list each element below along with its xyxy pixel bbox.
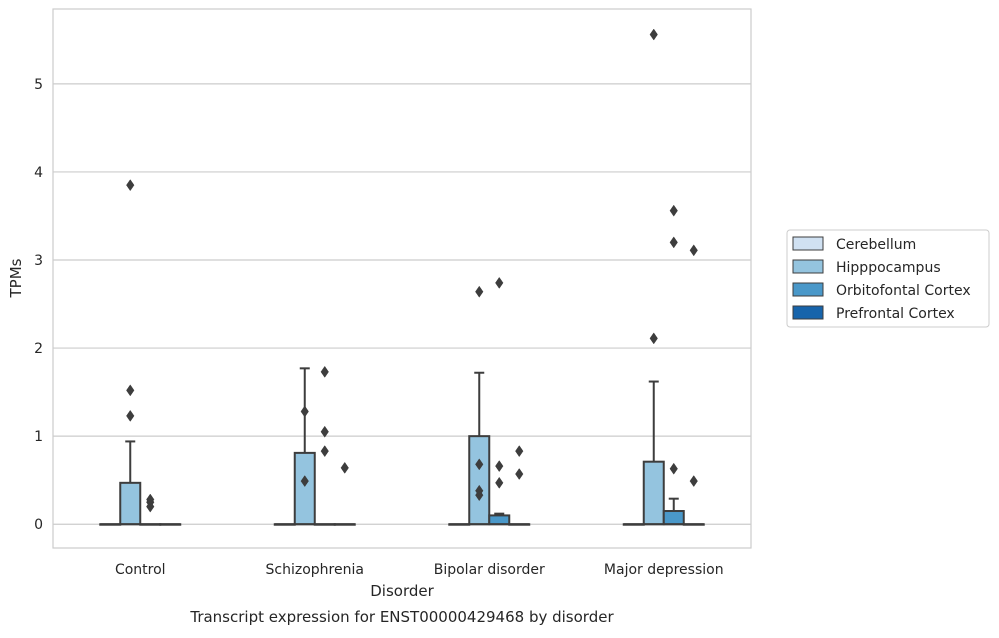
plot-frame: [52, 8, 752, 549]
outlier-point: [649, 332, 658, 345]
outlier-point: [515, 445, 524, 458]
outlier-point: [649, 28, 658, 41]
legend: Cerebellum Hipppocampus Orbitofontal Corte…: [786, 229, 990, 328]
box: [468, 435, 491, 526]
outlier-point: [320, 425, 329, 438]
legend-label: Orbitofontal Cortex: [836, 283, 971, 299]
y-tick-label: 3: [34, 253, 43, 269]
box-group: [488, 276, 511, 526]
outlier-point: [689, 475, 698, 488]
box-group: [333, 461, 356, 526]
box-group: [159, 523, 182, 526]
y-tick-label: 2: [34, 341, 43, 357]
legend-frame: [786, 229, 990, 328]
box-group: [273, 523, 296, 526]
box: [642, 460, 665, 526]
box: [119, 481, 142, 526]
outlier-point: [689, 244, 698, 257]
box-group: [642, 28, 665, 526]
outlier-point: [126, 179, 135, 192]
legend-swatch: [792, 282, 824, 297]
grid-layer: [53, 83, 751, 525]
outlier-point: [495, 460, 504, 473]
box-group: [508, 445, 531, 526]
box-group: [139, 493, 162, 526]
x-axis-label: Disorder: [370, 582, 434, 600]
legend-items: Cerebellum Hipppocampus Orbitofontal Corte…: [792, 236, 971, 322]
outlier-point: [475, 285, 484, 298]
box-group: [313, 365, 336, 526]
outlier-point: [669, 204, 678, 217]
outlier-point: [669, 462, 678, 475]
outlier-point: [669, 236, 678, 249]
legend-swatch: [792, 259, 824, 274]
y-tick-label: 1: [34, 429, 43, 445]
x-tick-label: Major depression: [604, 562, 724, 578]
outlier-point: [320, 365, 329, 378]
box-group: [119, 179, 142, 526]
box-group: [662, 204, 685, 526]
y-tick-label: 5: [34, 77, 43, 93]
outlier-point: [126, 384, 135, 397]
outlier-point: [475, 458, 484, 471]
x-tick-labels: Control Schizophrenia Bipolar disorder Majo…: [115, 562, 724, 578]
outlier-point: [495, 276, 504, 289]
outlier-point: [340, 461, 349, 474]
chart-title: Transcript expression for ENST0000042946…: [189, 608, 614, 626]
outlier-point: [495, 476, 504, 489]
legend-label: Prefrontal Cortex: [836, 306, 955, 322]
box-group: [293, 367, 316, 526]
y-tick-label: 4: [34, 165, 43, 181]
box-group: [682, 244, 705, 526]
outlier-point: [320, 445, 329, 458]
box-group: [622, 523, 645, 526]
outlier-point: [146, 493, 155, 506]
x-tick-label: Schizophrenia: [266, 562, 364, 578]
box: [488, 514, 511, 526]
box: [293, 451, 316, 526]
outlier-point: [515, 468, 524, 480]
legend-label: Hipppocampus: [836, 260, 941, 276]
y-tick-label: 0: [34, 517, 43, 533]
legend-swatch: [792, 305, 824, 320]
outlier-point: [126, 409, 135, 422]
legend-swatch: [792, 236, 824, 251]
x-tick-label: Bipolar disorder: [434, 562, 545, 578]
x-tick-label: Control: [115, 562, 166, 578]
outlier-point: [300, 405, 309, 418]
box-group: [448, 523, 471, 526]
box: [662, 510, 685, 526]
y-axis-label: TPMs: [7, 258, 25, 298]
box-group: [99, 523, 122, 526]
legend-label: Cerebellum: [836, 237, 916, 253]
y-tick-labels: 0 1 2 3 4 5: [34, 77, 43, 533]
outlier-point: [300, 475, 309, 488]
outlier-point: [475, 484, 484, 497]
box-group: [468, 285, 491, 526]
box-layer: [99, 28, 705, 526]
